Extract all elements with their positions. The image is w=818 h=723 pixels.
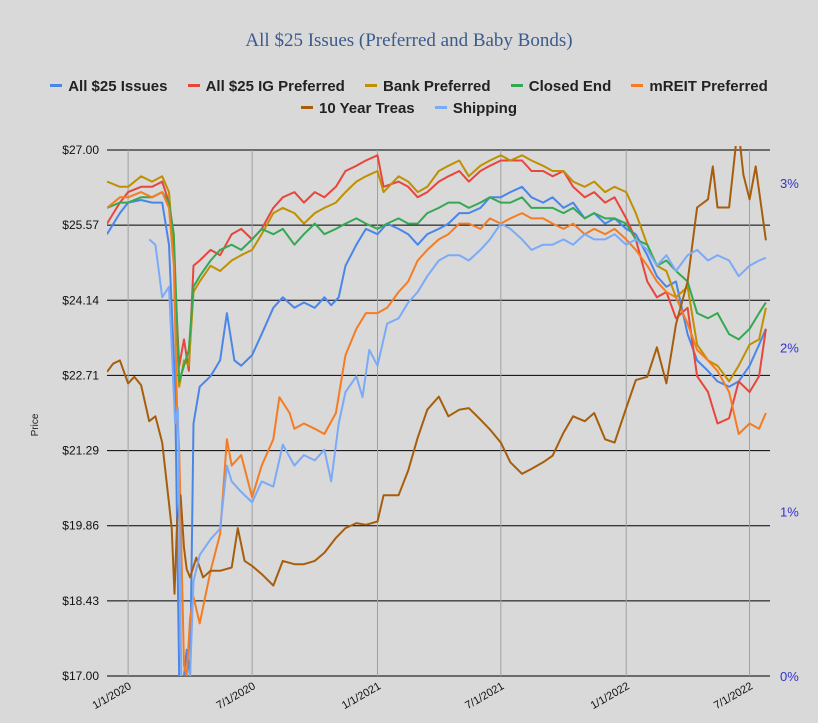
y2-tick-label: 2% xyxy=(780,340,799,355)
y2-tick-label: 0% xyxy=(780,669,799,684)
y-tick-label: $21.29 xyxy=(62,444,99,458)
y-tick-label: $24.14 xyxy=(62,293,99,307)
legend-item-closed-end[interactable]: Closed End xyxy=(510,76,612,98)
legend-label: 10 Year Treas xyxy=(319,100,415,117)
legend-swatch xyxy=(631,83,644,87)
y-tick-label: $22.71 xyxy=(62,368,99,382)
x-tick-label: 7/1/2021 xyxy=(463,680,506,712)
x-tick-label: 7/1/2022 xyxy=(712,680,755,712)
series-line-10-year-treas xyxy=(107,146,767,595)
y2-tick-label: 1% xyxy=(780,505,799,520)
legend-row-1: All $25 Issues All $25 IG Preferred Bank… xyxy=(0,76,818,98)
series-line-shipping xyxy=(148,222,767,676)
legend-swatch xyxy=(510,83,523,87)
legend-item-mreit-preferred[interactable]: mREIT Preferred xyxy=(631,76,768,98)
legend-swatch xyxy=(50,83,63,87)
legend-item-all-25-issues[interactable]: All $25 Issues xyxy=(50,76,167,98)
legend-label: Bank Preferred xyxy=(383,78,491,95)
legend-item-shipping[interactable]: Shipping xyxy=(434,98,517,120)
legend-label: mREIT Preferred xyxy=(649,78,768,95)
series-line-bank-preferred xyxy=(107,154,767,388)
y2-tick-label: 3% xyxy=(780,176,799,191)
series-line-mreit-preferred xyxy=(107,191,767,676)
legend-swatch xyxy=(301,105,313,109)
y-axis-title: Price xyxy=(30,413,41,436)
series-layer xyxy=(107,146,767,676)
legend-label: Shipping xyxy=(452,100,517,117)
legend-swatch xyxy=(434,105,447,109)
x-tick-label: 1/1/2021 xyxy=(340,680,383,712)
legend-item-bank-preferred[interactable]: Bank Preferred xyxy=(365,76,491,98)
x-tick-label: 7/1/2020 xyxy=(215,680,258,712)
x-tick-label: 1/1/2022 xyxy=(589,680,632,712)
grid-lines xyxy=(107,149,770,677)
legend-label: Closed End xyxy=(528,78,612,95)
legend-swatch xyxy=(187,83,200,87)
y-tick-label: $17.00 xyxy=(62,669,99,683)
legend-item-all-25-ig-preferred[interactable]: All $25 IG Preferred xyxy=(187,76,345,98)
y-tick-label: $19.86 xyxy=(62,519,99,533)
legend-swatch xyxy=(365,83,377,87)
legend-row-2: 10 Year Treas Shipping xyxy=(0,98,818,120)
legend-label: All $25 IG Preferred xyxy=(205,78,345,95)
y-tick-label: $18.43 xyxy=(62,594,99,608)
x-tick-label: 1/1/2020 xyxy=(91,680,134,712)
chart-title: All $25 Issues (Preferred and Baby Bonds… xyxy=(245,30,573,51)
y-tick-label: $25.57 xyxy=(62,218,99,232)
series-line-all-25-ig-preferred xyxy=(107,154,767,425)
legend-label: All $25 Issues xyxy=(68,78,168,95)
chart-legend: All $25 Issues All $25 IG Preferred Bank… xyxy=(0,76,818,120)
y-tick-label: $27.00 xyxy=(62,143,99,157)
legend-item-10-year-treas[interactable]: 10 Year Treas xyxy=(301,98,415,120)
